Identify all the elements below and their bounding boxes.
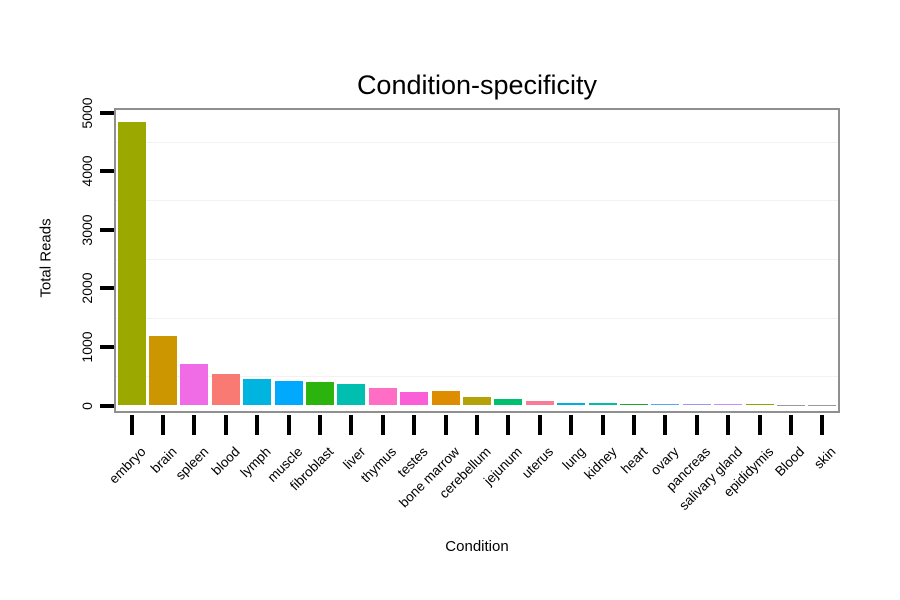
x-tick-thymus <box>380 415 385 435</box>
bar-muscle <box>274 380 303 406</box>
bar-liver <box>337 383 366 406</box>
bar-lung <box>557 403 586 406</box>
x-tick-lymph <box>255 415 260 435</box>
plot-panel <box>114 108 840 413</box>
chart-title: Condition-specificity <box>356 70 598 100</box>
x-tick-muscle <box>286 415 291 435</box>
y-tick-label-4000: 4000 <box>79 155 95 187</box>
x-tick-jejunum <box>506 415 511 435</box>
y-tick-1000 <box>100 344 114 349</box>
x-tick-blood <box>788 415 793 435</box>
bar-epididymis <box>745 403 774 406</box>
bar-cerebellum <box>463 396 491 406</box>
x-tick-heart <box>631 415 636 435</box>
bar-bone-marrow <box>431 391 460 406</box>
x-tick-embryo <box>129 415 134 435</box>
bar-blood <box>211 373 240 406</box>
bar-pancreas <box>682 403 711 406</box>
x-tick-pancreas <box>694 415 699 435</box>
y-tick-2000 <box>100 286 114 291</box>
minor-gridline-1500 <box>116 317 838 319</box>
bar-lymph <box>243 378 272 406</box>
minor-gridline-4500 <box>116 141 838 143</box>
minor-gridline-2500 <box>116 259 838 260</box>
x-tick-testes <box>412 415 417 435</box>
x-tick-kidney <box>600 415 605 435</box>
x-tick-label-heart: heart <box>618 444 651 477</box>
x-tick-bone-marrow <box>443 415 448 435</box>
x-tick-label-blood: blood <box>208 444 243 478</box>
y-tick-label-2000: 2000 <box>79 272 95 304</box>
bar-embryo <box>117 122 146 406</box>
x-tick-spleen <box>192 415 197 435</box>
x-tick-cerebellum <box>475 415 479 435</box>
y-tick-4000 <box>100 169 114 174</box>
bar-uterus <box>525 400 554 406</box>
bar-testes <box>400 392 429 406</box>
y-tick-5000 <box>100 110 114 115</box>
x-tick-ovary <box>663 415 668 435</box>
bar-ovary <box>651 403 680 406</box>
x-tick-label-blood: Blood <box>772 444 808 480</box>
x-axis-title: Condition <box>445 538 509 555</box>
y-tick-label-5000: 5000 <box>79 96 95 129</box>
y-tick-label-3000: 3000 <box>79 214 95 246</box>
y-tick-0 <box>100 403 114 408</box>
x-tick-fibroblast <box>318 415 323 435</box>
bar-spleen <box>180 364 209 406</box>
x-tick-blood <box>223 415 228 435</box>
x-tick-salivary-gland <box>726 415 731 435</box>
x-tick-liver <box>349 415 354 435</box>
x-tick-label-uterus: uterus <box>519 444 557 482</box>
y-tick-3000 <box>100 227 114 232</box>
x-tick-label-embryo: embryo <box>105 444 149 487</box>
bar-fibroblast <box>306 382 335 406</box>
bar-salivary-gland <box>714 403 743 406</box>
y-tick-label-0: 0 <box>79 401 95 410</box>
bar-brain <box>149 336 178 406</box>
x-tick-lung <box>569 415 574 435</box>
bar-thymus <box>368 387 397 406</box>
x-tick-uterus <box>537 415 542 435</box>
minor-gridline-500 <box>116 376 838 378</box>
x-tick-skin <box>820 415 825 435</box>
bar-heart <box>619 403 648 406</box>
bar-kidney <box>588 403 617 406</box>
x-tick-epididymis <box>757 415 762 435</box>
x-tick-label-kidney: kidney <box>580 444 620 483</box>
x-tick-label-spleen: spleen <box>172 444 212 483</box>
bar-jejunum <box>494 398 523 406</box>
x-tick-brain <box>161 415 166 435</box>
x-tick-label-skin: skin <box>811 444 839 472</box>
y-tick-label-1000: 1000 <box>79 331 95 363</box>
minor-gridline-3500 <box>116 200 838 202</box>
